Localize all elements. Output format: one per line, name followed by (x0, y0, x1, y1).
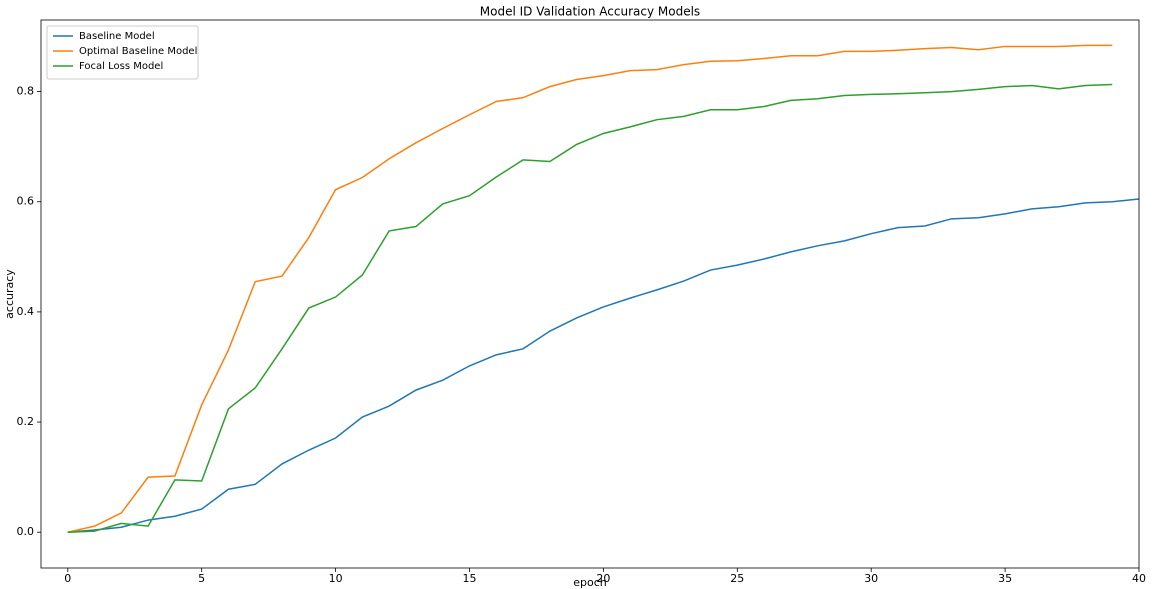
x-tick-label: 10 (329, 572, 343, 585)
y-tick-label: 0.8 (17, 85, 35, 98)
x-tick-label: 5 (198, 572, 205, 585)
x-tick-label: 20 (596, 572, 610, 585)
y-tick-label: 0.6 (17, 195, 35, 208)
chart-title: Model ID Validation Accuracy Models (480, 5, 700, 19)
series-line (67, 198, 1140, 533)
y-tick-label: 0.2 (17, 415, 35, 428)
legend-label: Optimal Baseline Model (79, 46, 197, 57)
y-tick-label: 0.0 (17, 525, 35, 538)
x-tick-label: 25 (730, 572, 744, 585)
x-tick-label: 40 (1132, 572, 1146, 585)
legend-label: Baseline Model (79, 31, 155, 42)
x-tick-label: 15 (462, 572, 476, 585)
series-line (67, 44, 1113, 533)
plot-frame (40, 19, 1140, 569)
y-tick-label: 0.4 (17, 305, 35, 318)
legend-label: Focal Loss Model (79, 61, 163, 72)
x-axis-label: epoch (573, 576, 607, 589)
series-line (67, 83, 1113, 533)
x-tick-label: 0 (64, 572, 71, 585)
legend-box (46, 25, 199, 80)
x-tick-label: 35 (998, 572, 1012, 585)
y-axis-label: accuracy (3, 269, 16, 319)
x-tick-label: 30 (864, 572, 878, 585)
